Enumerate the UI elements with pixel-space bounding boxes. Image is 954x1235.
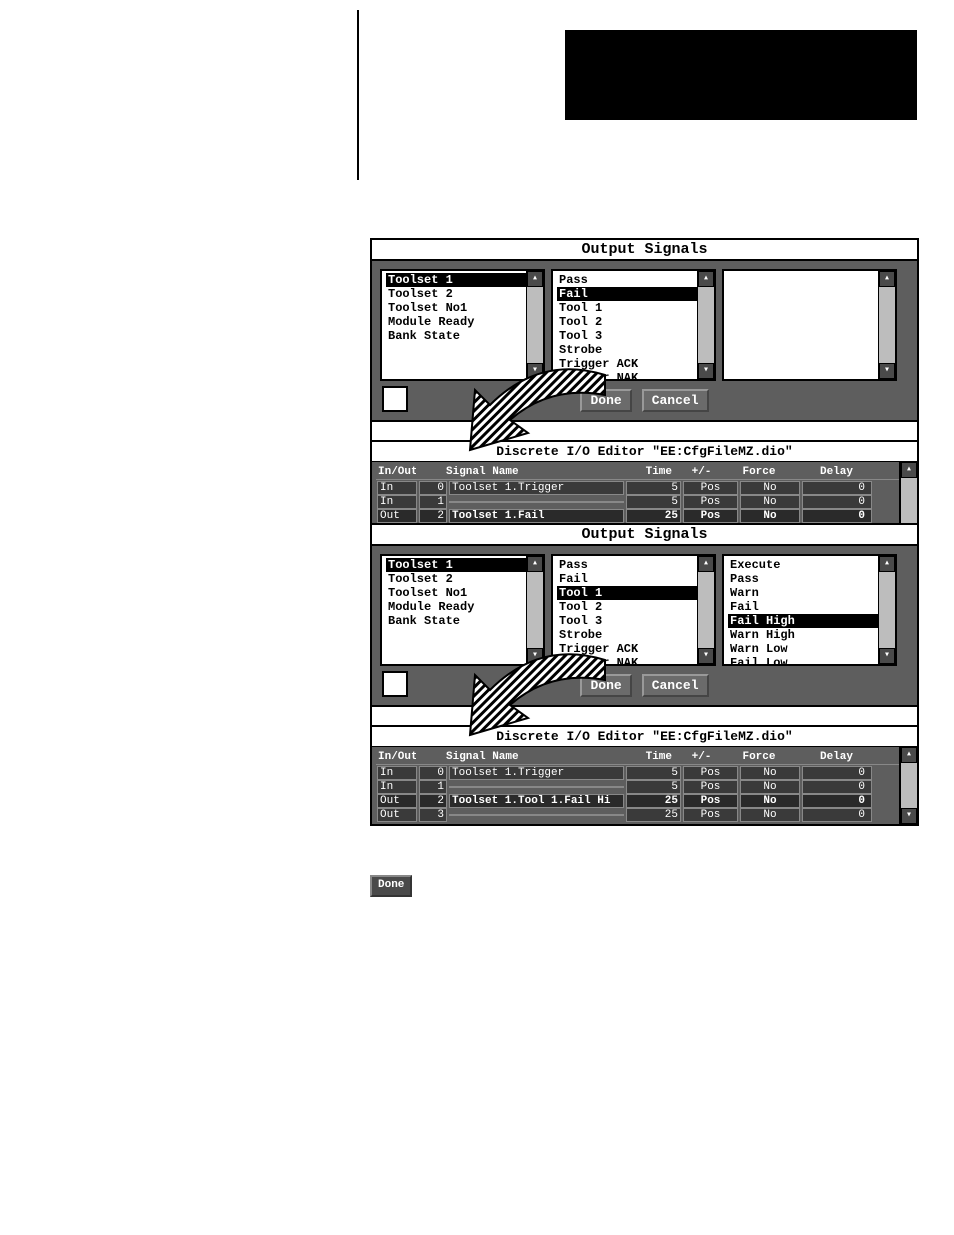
list-item[interactable]: Toolset 2 — [386, 287, 543, 301]
cancel-button[interactable]: Cancel — [642, 674, 709, 697]
list-item[interactable]: Trigger ACK — [557, 642, 714, 656]
hdr-sig: Signal Name — [444, 466, 619, 478]
output-signals-panel-1: Output Signals Toolset 1Toolset 2Toolset… — [370, 238, 919, 541]
list-item[interactable]: Execute — [728, 558, 895, 572]
list-item[interactable]: Bank State — [386, 329, 543, 343]
scroll-down-icon[interactable]: ▾ — [698, 363, 714, 379]
table-row[interactable]: Out325PosNo0 — [376, 808, 913, 822]
editor2-title: Discrete I/O Editor "EE:CfgFileMZ.dio" — [372, 725, 917, 747]
list-item[interactable]: Warn Low — [728, 642, 895, 656]
table-row[interactable]: Out2Toolset 1.Fail25PosNo0 — [376, 509, 913, 523]
scrollbar[interactable]: ▴▾ — [878, 556, 895, 664]
table-row[interactable]: In0Toolset 1.Trigger5PosNo0 — [376, 481, 913, 495]
scroll-up-icon[interactable]: ▴ — [879, 271, 895, 287]
scroll-up-icon[interactable]: ▴ — [698, 556, 714, 572]
done-button[interactable]: Done — [580, 674, 631, 697]
scrollbar[interactable]: ▴▾ — [878, 271, 895, 379]
editor1-title: Discrete I/O Editor "EE:CfgFileMZ.dio" — [372, 440, 917, 462]
list-item[interactable]: Tool 2 — [557, 600, 714, 614]
table-row[interactable]: In15PosNo0 — [376, 780, 913, 794]
panel2-col2[interactable]: PassFailTool 1Tool 2Tool 3StrobeTrigger … — [551, 554, 716, 666]
list-item[interactable]: Fail High — [728, 614, 895, 628]
scroll-up-icon[interactable]: ▴ — [527, 556, 543, 572]
vertical-rule — [357, 10, 359, 180]
hdr-force: Force — [729, 466, 789, 478]
list-item[interactable]: Pass — [557, 273, 714, 287]
list-item[interactable]: Strobe — [557, 628, 714, 642]
hdr-delay: Delay — [789, 466, 859, 478]
panel1-col1[interactable]: Toolset 1Toolset 2Toolset No1Module Read… — [380, 269, 545, 381]
table-row[interactable]: In15PosNo0 — [376, 495, 913, 509]
scroll-down-icon[interactable]: ▾ — [527, 648, 543, 664]
footer-paragraph: Done — [370, 875, 915, 897]
editor2-rows: In0Toolset 1.Trigger5PosNo0In15PosNo0Out… — [376, 766, 913, 822]
cancel-button[interactable]: Cancel — [642, 389, 709, 412]
table-row[interactable]: Out2Toolset 1.Tool 1.Fail Hi25PosNo0 — [376, 794, 913, 808]
panel2-col3[interactable]: ExecutePassWarnFailFail HighWarn HighWar… — [722, 554, 897, 666]
list-item[interactable]: Tool 3 — [557, 329, 714, 343]
panel1-col3[interactable]: ▴▾ — [722, 269, 897, 381]
panel1-title: Output Signals — [372, 240, 917, 261]
list-item[interactable]: Tool 3 — [557, 614, 714, 628]
scroll-down-icon[interactable]: ▾ — [879, 363, 895, 379]
hdr-io: In/Out — [376, 466, 416, 478]
hdr-pm: +/- — [674, 466, 729, 478]
table-row[interactable]: In0Toolset 1.Trigger5PosNo0 — [376, 766, 913, 780]
list-item[interactable]: Toolset 1 — [386, 558, 543, 572]
list-item[interactable]: Tool 1 — [557, 301, 714, 315]
scroll-up-icon[interactable]: ▴ — [698, 271, 714, 287]
scroll-down-icon[interactable]: ▾ — [879, 648, 895, 664]
panel1-col2[interactable]: PassFailTool 1Tool 2Tool 3StrobeTrigger … — [551, 269, 716, 381]
list-item[interactable]: Pass — [557, 558, 714, 572]
scrollbar[interactable]: ▴▾ — [526, 556, 543, 664]
output-signals-panel-2: Output Signals Toolset 1Toolset 2Toolset… — [370, 523, 919, 826]
list-item[interactable]: Tool 1 — [557, 586, 714, 600]
list-item[interactable]: Warn — [728, 586, 895, 600]
list-item[interactable]: Toolset No1 — [386, 586, 543, 600]
list-item[interactable]: Pass — [728, 572, 895, 586]
editor2-table: In/Out Signal Name Time +/- Force Delay … — [372, 747, 917, 824]
scroll-up-icon[interactable]: ▴ — [901, 747, 917, 763]
list-item[interactable]: Fail — [557, 572, 714, 586]
scroll-up-icon[interactable]: ▴ — [901, 462, 917, 478]
list-item[interactable]: Toolset 1 — [386, 273, 543, 287]
list-item[interactable]: Trigger NAK — [557, 371, 714, 381]
scrollbar[interactable]: ▴▾ — [697, 271, 714, 379]
list-item[interactable]: Toolset No1 — [386, 301, 543, 315]
scrollbar[interactable]: ▴▾ — [697, 556, 714, 664]
scroll-up-icon[interactable]: ▴ — [879, 556, 895, 572]
list-item[interactable]: Fail — [728, 600, 895, 614]
hdr-time: Time — [619, 466, 674, 478]
list-item[interactable]: Trigger NAK — [557, 656, 714, 666]
list-item[interactable]: Trigger ACK — [557, 357, 714, 371]
scroll-down-icon[interactable]: ▾ — [901, 808, 917, 824]
list-item[interactable]: Fail Low — [728, 656, 895, 666]
pin-checkbox[interactable] — [382, 386, 408, 412]
scroll-down-icon[interactable]: ▾ — [527, 363, 543, 379]
pin-checkbox[interactable] — [382, 671, 408, 697]
scrollbar[interactable]: ▴▾ — [526, 271, 543, 379]
scroll-up-icon[interactable]: ▴ — [527, 271, 543, 287]
done-button[interactable]: Done — [580, 389, 631, 412]
list-item[interactable]: Bank State — [386, 614, 543, 628]
list-item[interactable]: Module Ready — [386, 600, 543, 614]
list-item[interactable]: Toolset 2 — [386, 572, 543, 586]
panel2-title: Output Signals — [372, 525, 917, 546]
scroll-down-icon[interactable]: ▾ — [698, 648, 714, 664]
chapter-badge — [565, 30, 917, 120]
list-item[interactable]: Module Ready — [386, 315, 543, 329]
scrollbar[interactable]: ▴▾ — [899, 747, 917, 824]
panel2-col1[interactable]: Toolset 1Toolset 2Toolset No1Module Read… — [380, 554, 545, 666]
inline-done-button: Done — [370, 875, 412, 897]
list-item[interactable]: Tool 2 — [557, 315, 714, 329]
list-item[interactable]: Strobe — [557, 343, 714, 357]
list-item[interactable]: Fail — [557, 287, 714, 301]
list-item[interactable]: Warn High — [728, 628, 895, 642]
